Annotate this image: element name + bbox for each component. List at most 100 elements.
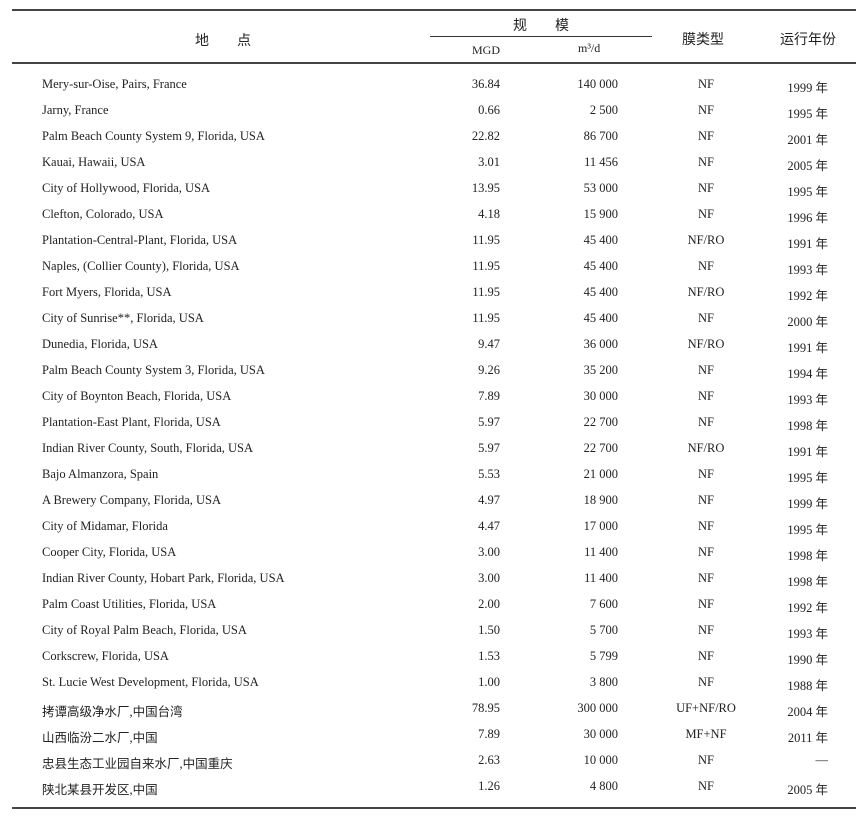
table-row: 拷谭高级净水厂,中国台湾 78.95 300 000 UF+NF/RO 2004 年 xyxy=(0,701,868,727)
cell-year: 1998 年 xyxy=(787,549,828,563)
cell-membrane: NF xyxy=(698,753,714,767)
cell-year: 1993 年 xyxy=(787,393,828,407)
cell-location: 忠县生态工业园自来水厂,中国重庆 xyxy=(42,757,233,771)
cell-mgd: 1.50 xyxy=(478,623,500,637)
cell-mgd: 2.00 xyxy=(478,597,500,611)
cell-membrane: NF xyxy=(698,363,714,377)
header-membrane: 膜类型 xyxy=(682,33,724,48)
cell-location: Indian River County, South, Florida, USA xyxy=(42,441,253,455)
cell-m3d: 21 000 xyxy=(583,467,618,481)
header-rule xyxy=(12,62,856,64)
cell-mgd: 11.95 xyxy=(472,233,500,247)
cell-mgd: 2.63 xyxy=(478,753,500,767)
cell-mgd: 36.84 xyxy=(471,77,500,91)
table-row: Fort Myers, Florida, USA 11.95 45 400 NF/RO… xyxy=(0,285,868,311)
table-row: Corkscrew, Florida, USA 1.53 5 799 NF 1990 年 xyxy=(0,649,868,675)
scale-divider xyxy=(430,36,652,37)
cell-location: St. Lucie West Development, Florida, USA xyxy=(42,675,259,689)
cell-membrane: NF/RO xyxy=(687,441,725,455)
cell-mgd: 7.89 xyxy=(478,727,500,741)
cell-m3d: 3 800 xyxy=(589,675,618,689)
cell-membrane: NF xyxy=(698,597,714,611)
cell-mgd: 1.00 xyxy=(478,675,500,689)
table-row: A Brewery Company, Florida, USA 4.97 18 90… xyxy=(0,493,868,519)
cell-year: 2005 年 xyxy=(787,783,828,797)
cell-mgd: 0.66 xyxy=(478,103,500,117)
cell-m3d: 11 400 xyxy=(584,545,618,559)
table-row: Palm Coast Utilities, Florida, USA 2.00 7 … xyxy=(0,597,868,623)
cell-mgd: 5.53 xyxy=(478,467,500,481)
top-rule xyxy=(12,9,856,11)
table-row: Palm Beach County System 3, Florida, USA… xyxy=(0,363,868,389)
cell-year: 1991 年 xyxy=(787,341,828,355)
table-row: Indian River County, South, Florida, USA… xyxy=(0,441,868,467)
cell-m3d: 36 000 xyxy=(583,337,618,351)
cell-mgd: 9.26 xyxy=(478,363,500,377)
cell-m3d: 4 800 xyxy=(589,779,618,793)
cell-m3d: 140 000 xyxy=(577,77,618,91)
cell-membrane: NF xyxy=(698,623,714,637)
cell-m3d: 45 400 xyxy=(583,259,618,273)
cell-year: 1995 年 xyxy=(787,471,828,485)
cell-year: 2004 年 xyxy=(787,705,828,719)
table-row: Bajo Almanzora, Spain 5.53 21 000 NF 1995 年 xyxy=(0,467,868,493)
cell-m3d: 45 400 xyxy=(583,311,618,325)
cell-location: A Brewery Company, Florida, USA xyxy=(42,493,222,507)
cell-location: City of Hollywood, Florida, USA xyxy=(42,181,211,195)
cell-location: Mery-sur-Oise, Pairs, France xyxy=(42,77,187,91)
cell-location: 拷谭高级净水厂,中国台湾 xyxy=(42,705,183,719)
table-row: City of Hollywood, Florida, USA 13.95 53 0… xyxy=(0,181,868,207)
cell-location: 山西临汾二水厂,中国 xyxy=(42,731,158,745)
cell-membrane: NF xyxy=(698,311,714,325)
cell-location: Palm Beach County System 3, Florida, USA xyxy=(42,363,265,377)
table-row: City of Sunrise**, Florida, USA 11.95 45 4… xyxy=(0,311,868,337)
cell-location: Palm Coast Utilities, Florida, USA xyxy=(42,597,217,611)
cell-location: Indian River County, Hobart Park, Florid… xyxy=(42,571,285,585)
cell-mgd: 5.97 xyxy=(478,415,500,429)
cell-m3d: 300 000 xyxy=(577,701,618,715)
cell-location: Plantation-East Plant, Florida, USA xyxy=(42,415,221,429)
cell-membrane: NF xyxy=(698,77,714,91)
table-row: Naples, (Collier County), Florida, USA 11… xyxy=(0,259,868,285)
cell-mgd: 9.47 xyxy=(478,337,500,351)
table-row: 忠县生态工业园自来水厂,中国重庆 2.63 10 000 NF — xyxy=(0,753,868,779)
cell-membrane: NF xyxy=(698,129,714,143)
cell-membrane: MF+NF xyxy=(685,727,727,741)
cell-m3d: 2 500 xyxy=(589,103,618,117)
cell-location: Dunedia, Florida, USA xyxy=(42,337,158,351)
cell-year: 1990 年 xyxy=(787,653,828,667)
cell-m3d: 53 000 xyxy=(583,181,618,195)
cell-year: 1996 年 xyxy=(787,211,828,225)
cell-year: 1998 年 xyxy=(787,419,828,433)
cell-m3d: 22 700 xyxy=(583,441,618,455)
cell-membrane: NF xyxy=(698,649,714,663)
table-row: Plantation-East Plant, Florida, USA 5.97 2… xyxy=(0,415,868,441)
cell-year: 1992 年 xyxy=(787,289,828,303)
table-row: Dunedia, Florida, USA 9.47 36 000 NF/RO 1991… xyxy=(0,337,868,363)
cell-m3d: 5 799 xyxy=(589,649,618,663)
cell-membrane: NF xyxy=(698,103,714,117)
cell-mgd: 78.95 xyxy=(471,701,500,715)
cell-year: 1993 年 xyxy=(787,263,828,277)
cell-year: 2011 年 xyxy=(787,731,828,745)
cell-m3d: 22 700 xyxy=(583,415,618,429)
cell-m3d: 30 000 xyxy=(583,727,618,741)
cell-membrane: NF xyxy=(698,207,714,221)
header-location: 地 点 xyxy=(195,34,251,49)
cell-membrane: NF xyxy=(698,519,714,533)
cell-membrane: NF xyxy=(698,675,714,689)
table-row: St. Lucie West Development, Florida, USA… xyxy=(0,675,868,701)
cell-mgd: 13.95 xyxy=(471,181,500,195)
cell-mgd: 11.95 xyxy=(472,259,500,273)
header-scale: 规 模 xyxy=(513,19,569,34)
table-row: Plantation-Central-Plant, Florida, USA 11… xyxy=(0,233,868,259)
cell-location: Palm Beach County System 9, Florida, USA xyxy=(42,129,265,143)
cell-membrane: NF/RO xyxy=(687,233,725,247)
cell-year: 1992 年 xyxy=(787,601,828,615)
header-m3d: m³/d xyxy=(578,41,601,55)
cell-year: 1995 年 xyxy=(787,185,828,199)
cell-location: Kauai, Hawaii, USA xyxy=(42,155,146,169)
cell-mgd: 4.47 xyxy=(478,519,500,533)
table-row: Kauai, Hawaii, USA 3.01 11 456 NF 2005 年 xyxy=(0,155,868,181)
cell-year: 1991 年 xyxy=(787,237,828,251)
